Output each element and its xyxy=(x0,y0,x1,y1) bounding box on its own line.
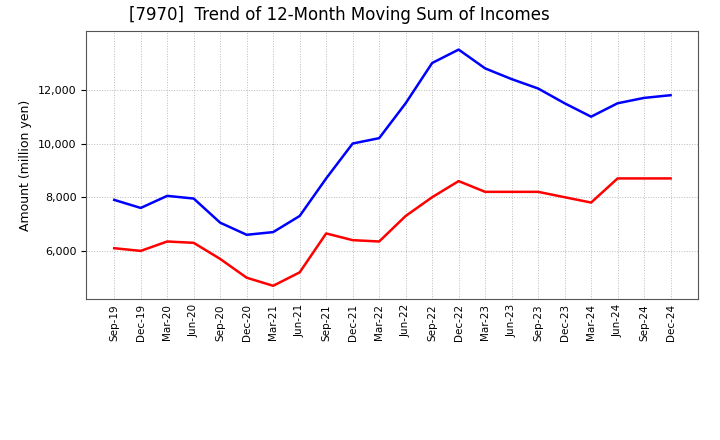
Net Income xyxy=(375,239,384,244)
Net Income xyxy=(613,176,622,181)
Ordinary Income xyxy=(216,220,225,225)
Ordinary Income xyxy=(508,77,516,82)
Ordinary Income xyxy=(189,196,198,201)
Net Income xyxy=(587,200,595,205)
Net Income xyxy=(243,275,251,280)
Net Income xyxy=(348,238,357,243)
Ordinary Income xyxy=(587,114,595,119)
Net Income xyxy=(560,194,569,200)
Net Income xyxy=(163,239,171,244)
Net Income xyxy=(428,194,436,200)
Ordinary Income xyxy=(269,230,277,235)
Net Income xyxy=(481,189,490,194)
Ordinary Income xyxy=(348,141,357,146)
Ordinary Income xyxy=(110,197,119,202)
Net Income xyxy=(401,213,410,219)
Net Income xyxy=(189,240,198,246)
Ordinary Income xyxy=(640,95,649,100)
Ordinary Income xyxy=(163,193,171,198)
Line: Ordinary Income: Ordinary Income xyxy=(114,50,670,235)
Ordinary Income xyxy=(295,213,304,219)
Net Income xyxy=(110,246,119,251)
Y-axis label: Amount (million yen): Amount (million yen) xyxy=(19,99,32,231)
Text: [7970]  Trend of 12-Month Moving Sum of Incomes: [7970] Trend of 12-Month Moving Sum of I… xyxy=(130,6,550,24)
Line: Net Income: Net Income xyxy=(114,179,670,286)
Ordinary Income xyxy=(401,101,410,106)
Net Income xyxy=(454,179,463,184)
Net Income xyxy=(136,248,145,253)
Net Income xyxy=(640,176,649,181)
Net Income xyxy=(216,256,225,261)
Ordinary Income xyxy=(481,66,490,71)
Ordinary Income xyxy=(534,86,542,91)
Net Income xyxy=(269,283,277,289)
Ordinary Income xyxy=(136,205,145,211)
Ordinary Income xyxy=(613,101,622,106)
Net Income xyxy=(534,189,542,194)
Ordinary Income xyxy=(666,92,675,98)
Net Income xyxy=(322,231,330,236)
Ordinary Income xyxy=(428,60,436,66)
Net Income xyxy=(508,189,516,194)
Ordinary Income xyxy=(243,232,251,238)
Ordinary Income xyxy=(322,176,330,181)
Net Income xyxy=(295,270,304,275)
Net Income xyxy=(666,176,675,181)
Ordinary Income xyxy=(560,101,569,106)
Ordinary Income xyxy=(375,136,384,141)
Ordinary Income xyxy=(454,47,463,52)
